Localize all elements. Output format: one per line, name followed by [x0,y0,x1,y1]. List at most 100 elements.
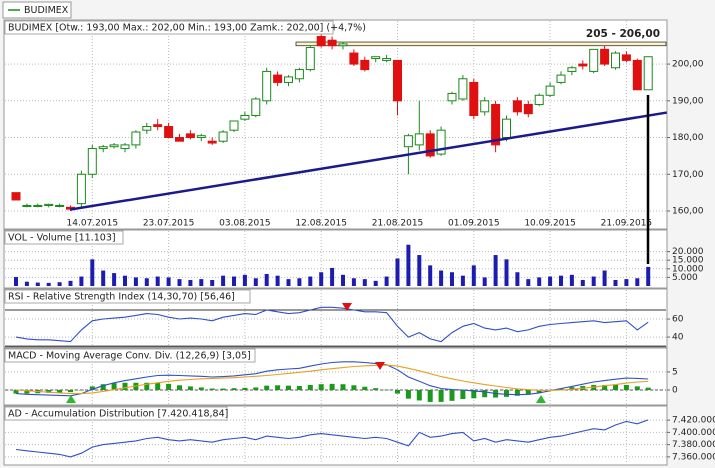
indicator-line [15,306,649,343]
volume-bar [428,265,433,286]
volume-bar [395,258,400,286]
histogram-bar [558,388,564,390]
volume-bar [471,265,476,286]
candle-body [589,48,599,72]
histogram-bar [242,387,248,390]
volume-bar [559,275,563,286]
y-tick-label: 5 [672,367,678,377]
x-tick-label: 23.07.2015 [143,219,195,229]
volume-bar [221,275,226,286]
candle-body [218,131,228,142]
volume-bar [569,274,574,286]
buy-signal [66,395,76,403]
histogram-bar [623,384,629,390]
histogram-bar [166,383,172,390]
volume-bar [14,277,18,286]
histogram-bar [405,389,411,399]
volume-bar [275,275,280,286]
volume-bar [57,282,62,286]
candle-body [11,192,21,201]
candle-body [643,56,653,91]
candle-body [207,140,217,144]
y-tick-label: 60 [672,315,684,325]
candle-body [447,92,457,102]
histogram-bar [187,386,193,390]
volume-bar [624,279,629,286]
histogram-bar [602,384,608,390]
histogram-bar [78,389,84,391]
histogram-bar [46,389,52,393]
histogram-bar [253,387,259,390]
y-tick-label: 40 [672,333,684,343]
volume-bar [482,277,487,286]
volume-bar [515,272,520,286]
volume-bar [112,273,117,286]
candle-body [393,59,402,102]
volume-bar [450,272,454,286]
volume-bar [493,255,498,286]
histogram-bar [318,384,324,390]
candle-body [632,59,642,91]
y-tick-label: 20.000 [672,247,704,257]
histogram-bar [286,385,291,390]
histogram-bar [395,389,400,394]
histogram-bar [198,387,204,390]
candle-body [229,120,239,131]
histogram-bar [100,384,106,390]
candle-body [240,114,250,120]
macd-header: MACD - Moving Average Conv. Div. (12,26,… [8,351,251,362]
volume-bar [188,279,193,286]
volume-bar [646,266,651,286]
histogram-bar [231,388,237,390]
candle-body [523,103,533,115]
y-tick-label: 200,00 [672,60,704,70]
volume-bar [351,278,356,286]
candle-body [55,204,65,207]
candle-body [556,74,566,83]
histogram-bar [504,389,509,397]
volume-bar [177,279,182,286]
candle-body [403,135,413,148]
volume-bar [460,275,465,286]
ad-header: AD - Accumulation Distribution [7.420.41… [8,409,228,420]
candle-body [349,52,359,65]
histogram-bar [384,389,390,391]
candle-body [294,69,304,80]
volume-bar [68,280,73,286]
volume-bar [253,278,258,286]
histogram-bar [13,389,19,394]
candle-body [98,146,108,150]
histogram-bar [634,386,640,390]
candle-body [436,129,446,155]
y-tick-label: 0 [672,385,678,395]
volume-bar [24,281,29,286]
volume-bar [591,276,596,286]
x-tick-label: 14.07.2015 [67,219,119,229]
tab[interactable] [2,1,72,19]
volume-bar [297,278,302,286]
histogram-bar [68,389,73,393]
volume-bar [417,255,422,286]
y-tick-label: 15.000 [672,256,704,266]
y-tick-label: 10.000 [672,264,704,274]
sell-signal [375,362,385,370]
indicator-line [15,419,649,458]
histogram-bar [351,385,357,390]
y-tick-label: 7.400.000 [672,428,715,438]
volume-bar [123,275,127,286]
histogram-bar [307,384,313,390]
macd-line [15,364,649,395]
histogram-bar [471,389,477,399]
candle-body [87,148,97,175]
volume-bar [384,276,389,286]
buy-signal [536,395,546,403]
candle-body [425,133,435,157]
candle-body [458,78,468,100]
candle-body [76,173,86,205]
histogram-bar [329,383,335,390]
price-panel [3,19,668,230]
histogram-bar [460,389,466,400]
volume-bar [232,276,236,286]
candle-body [185,133,195,139]
candle-body [621,54,631,61]
